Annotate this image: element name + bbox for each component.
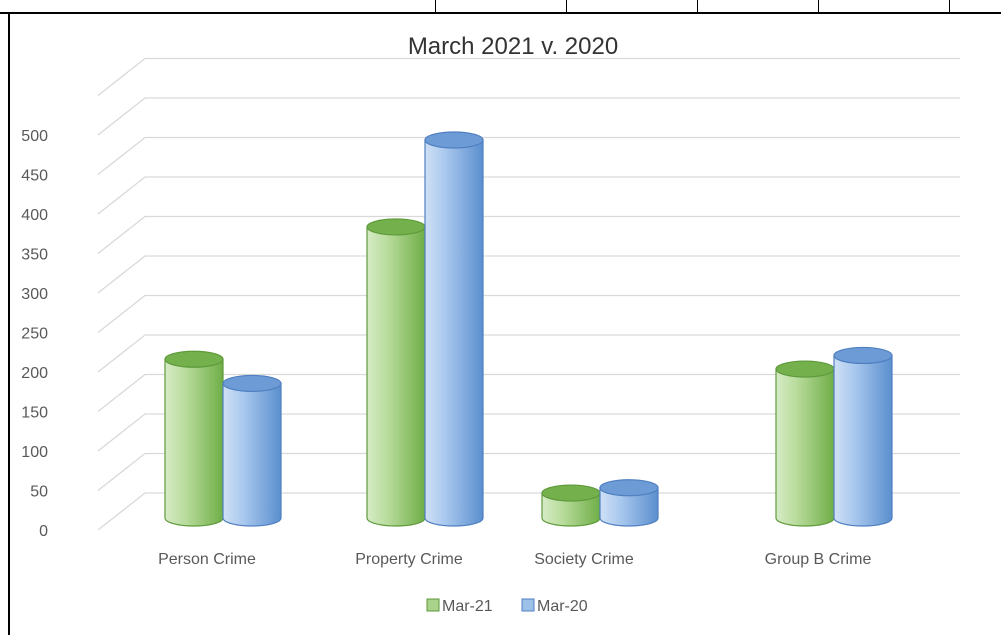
table-top-border [0,0,1001,14]
bar-person-crime-mar-20 [222,374,282,527]
y-axis-ticks: 0 50 100 150 200 250 300 350 400 450 500 [21,128,48,540]
bar-society-crime-mar-21 [541,484,601,527]
y-tick-label-150: 150 [21,405,48,422]
chart-title: March 2021 v. 2020 [408,33,618,60]
left-border [8,14,10,635]
category-label-group-b-crime: Group B Crime [765,551,872,568]
bars [164,131,893,527]
gridline-450 [97,136,960,176]
bar-group-b-crime-mar-20 [833,346,893,527]
y-tick-label-500: 500 [21,128,48,145]
gridline-350 [97,215,960,255]
y-tick-label-200: 200 [21,365,48,382]
legend: Mar-21 Mar-20 [426,598,588,615]
bar-person-crime-mar-21 [164,350,224,527]
y-tick-label-300: 300 [21,286,48,303]
y-tick-label-100: 100 [21,444,48,461]
table-divider [697,0,698,14]
gridline-300 [97,255,960,294]
legend-swatch-mar-20 [521,598,535,612]
gridline-150 [97,373,960,413]
table-divider [949,0,950,14]
legend-label-mar-20: Mar-20 [537,598,588,615]
table-divider [818,0,819,14]
bar-property-crime-mar-21 [366,218,426,527]
table-divider [435,0,436,14]
gridline-200 [97,334,960,373]
bar-group-b-crime-mar-21 [775,360,835,527]
y-tick-label-250: 250 [21,326,48,343]
category-labels: Person Crime Property Crime Society Crime G… [158,551,871,568]
y-tick-label-450: 450 [21,168,48,185]
category-label-society-crime: Society Crime [534,551,634,568]
legend-swatch-mar-21 [426,598,440,612]
gridline-500 [97,97,960,136]
gridline-0 [97,492,960,531]
bar-society-crime-mar-20 [599,479,659,527]
gridline-250 [97,294,960,334]
gridlines [97,57,960,531]
gridline-100 [97,413,960,452]
gridline-400 [97,176,960,215]
legend-label-mar-21: Mar-21 [442,598,493,615]
table-divider [566,0,567,14]
y-tick-label-400: 400 [21,207,48,224]
category-label-property-crime: Property Crime [355,551,463,568]
y-tick-label-50: 50 [30,484,48,501]
y-tick-label-350: 350 [21,247,48,264]
gridline-550 [97,57,960,97]
gridline-50 [97,452,960,492]
bar-property-crime-mar-20 [424,131,484,527]
y-tick-label-0: 0 [39,523,48,540]
category-label-person-crime: Person Crime [158,551,256,568]
